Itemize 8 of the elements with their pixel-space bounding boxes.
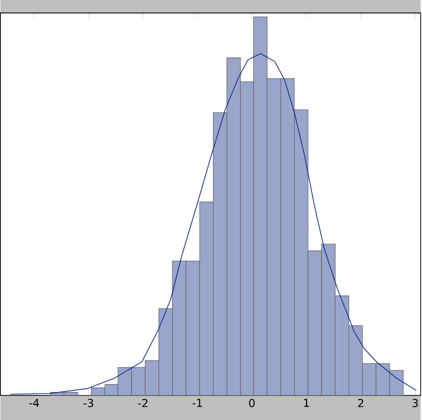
x-tick-label: -3 bbox=[84, 398, 94, 408]
x-tick-label: -2 bbox=[138, 398, 148, 407]
x-tick-label: -1 bbox=[192, 398, 202, 407]
x-tick-label: 3 bbox=[412, 398, 418, 408]
x-tick-label: -4 bbox=[29, 398, 39, 407]
x-tick-label: 1 bbox=[304, 398, 309, 407]
x-tick-label: 2 bbox=[358, 398, 364, 407]
x-tick-label: 0 bbox=[249, 398, 255, 408]
